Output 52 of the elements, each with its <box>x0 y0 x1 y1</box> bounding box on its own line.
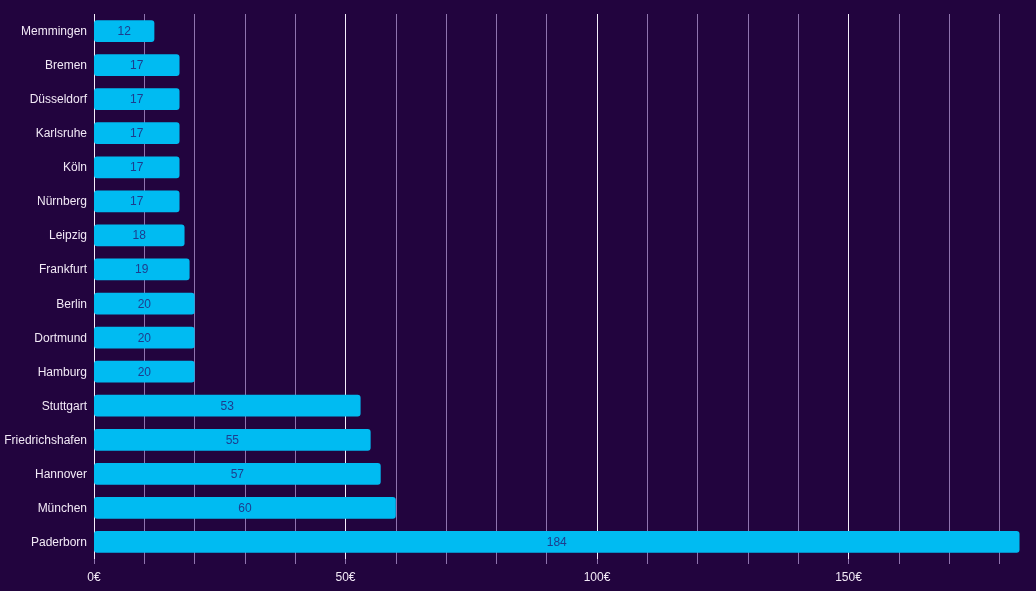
y-tick-label: Memmingen <box>20 24 87 39</box>
data-label: 12 <box>117 24 132 39</box>
y-tick-label: Köln <box>62 160 87 175</box>
bar <box>94 292 195 315</box>
y-tick-label: Berlin <box>56 296 87 311</box>
y-tick-label: Leipzig <box>48 228 87 243</box>
bar <box>94 224 185 247</box>
bar <box>94 190 180 213</box>
data-label: 17 <box>130 58 144 73</box>
x-tick-label: 150€ <box>835 570 863 584</box>
y-tick-label: Dortmund <box>34 330 87 345</box>
data-label: 19 <box>135 262 149 277</box>
data-label: 17 <box>130 194 144 209</box>
y-tick-label: Bremen <box>44 58 87 73</box>
y-tick-label: München <box>37 500 87 515</box>
data-label: 20 <box>137 296 152 311</box>
data-label: 20 <box>137 330 152 345</box>
data-label: 53 <box>220 398 235 413</box>
bar <box>94 20 155 42</box>
bar <box>94 394 361 417</box>
y-tick-label: Düsseldorf <box>29 92 88 107</box>
bar <box>94 54 180 76</box>
bar <box>94 156 180 179</box>
y-tick-label: Friedrichshafen <box>4 432 87 447</box>
data-label: 184 <box>546 534 568 549</box>
bar <box>94 462 381 485</box>
bar <box>94 326 195 349</box>
x-tick-label: 50€ <box>335 570 356 584</box>
data-label: 20 <box>137 364 152 379</box>
y-tick-label: Karlsruhe <box>35 126 88 141</box>
data-label: 60 <box>238 500 252 515</box>
bar <box>94 497 396 519</box>
y-tick-label: Hannover <box>34 466 87 481</box>
data-label: 17 <box>130 160 144 175</box>
y-tick-label: Paderborn <box>30 534 87 549</box>
data-label: 55 <box>225 432 240 447</box>
bar <box>94 258 190 281</box>
y-tick-label: Frankfurt <box>38 262 88 277</box>
bar <box>94 428 371 451</box>
x-tick-label: 100€ <box>583 570 611 584</box>
data-label: 18 <box>132 228 147 243</box>
x-tick-label: 0€ <box>87 570 101 584</box>
y-tick-label: Nürnberg <box>36 194 87 209</box>
data-label: 17 <box>130 126 144 141</box>
y-tick-label: Stuttgart <box>41 398 88 413</box>
bar <box>94 531 1020 553</box>
data-label: 57 <box>230 466 245 481</box>
bar <box>94 360 195 383</box>
bar <box>94 88 180 111</box>
bar <box>94 122 180 145</box>
data-label: 17 <box>130 92 144 107</box>
y-tick-label: Hamburg <box>37 364 87 379</box>
